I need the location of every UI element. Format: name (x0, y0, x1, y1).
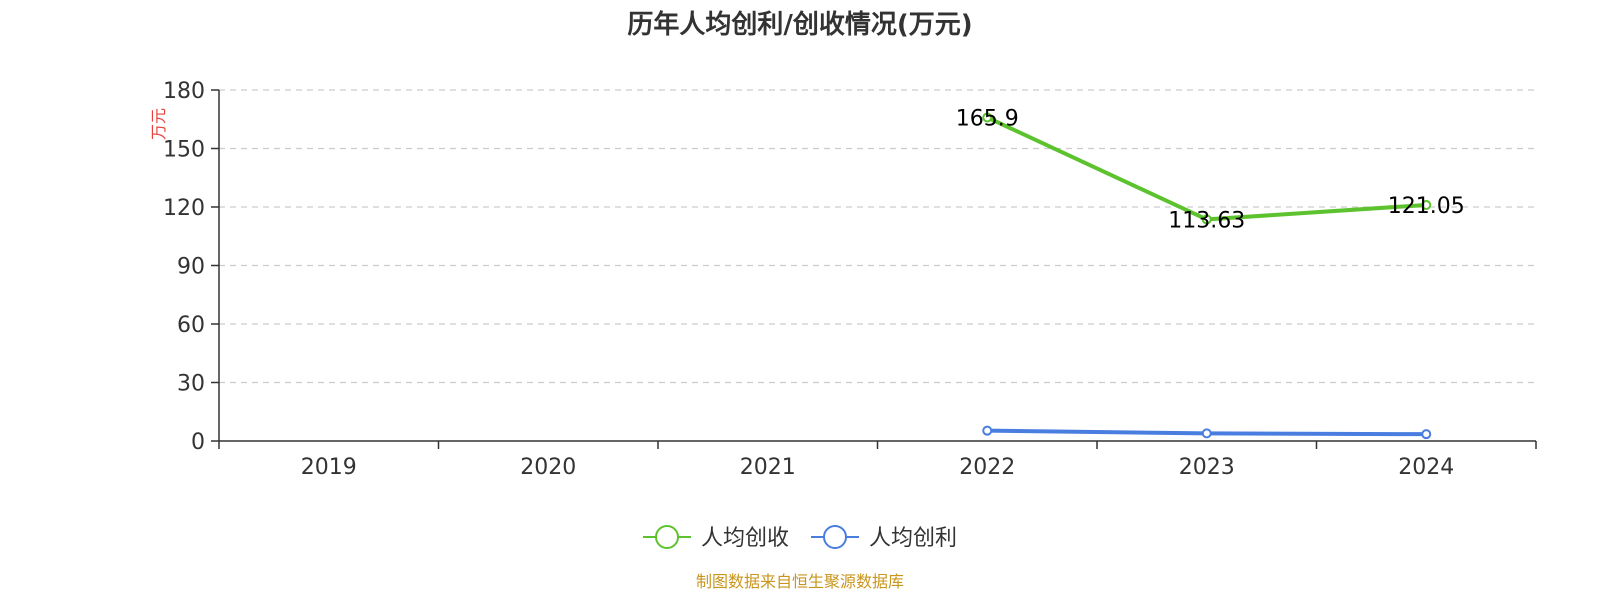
legend-circle-icon (655, 525, 679, 549)
data-point-0-2022 (982, 112, 993, 123)
data-point-1-2022 (982, 425, 993, 436)
y-axis-unit-label: 万元 (149, 108, 168, 140)
x-tick-label-2022: 2022 (959, 455, 1015, 480)
data-point-0-2023 (1201, 214, 1212, 225)
data-labels: 165.9 113.63 121.05 (956, 106, 1465, 233)
source-note: 制图数据来自恒生聚源数据库 (695, 572, 904, 591)
chart-title: 历年人均创利/创收情况(万元) (627, 10, 973, 40)
x-tick-label-2021: 2021 (740, 455, 796, 480)
x-tick-label-2020: 2020 (520, 455, 576, 480)
axes: 0 30 60 90 120 150 180 2019 2020 2021 2022 2023 2024… (149, 79, 1537, 480)
legend-label: 人均创利 (869, 526, 957, 551)
data-label-0-2022: 165.9 (956, 106, 1019, 131)
x-tick-label-2024: 2024 (1398, 455, 1454, 480)
y-tick-label: 0 (191, 430, 205, 455)
legend[interactable]: 人均创收 人均创利 (643, 525, 957, 551)
legend-item-1[interactable]: 人均创利 (811, 525, 957, 551)
legend-item-0[interactable]: 人均创收 (643, 525, 789, 551)
x-tick-label-2023: 2023 (1179, 455, 1235, 480)
data-label-0-2024: 121.05 (1388, 194, 1465, 219)
data-label-0-2023: 113.63 (1168, 208, 1245, 233)
y-tick-label: 30 (177, 372, 205, 397)
y-tick-label: 90 (177, 255, 205, 280)
y-tick-label: 150 (163, 138, 205, 163)
data-point-1-2023 (1201, 428, 1212, 439)
grid-lines (219, 89, 1536, 384)
series-line-0 (986, 115, 1427, 222)
data-point-1-2024 (1421, 429, 1432, 440)
series-lines (982, 112, 1432, 440)
legend-circle-icon (823, 525, 847, 549)
y-tick-label: 60 (177, 313, 205, 338)
y-tick-label: 120 (163, 196, 205, 221)
x-tick-label-2019: 2019 (301, 455, 357, 480)
data-point-0-2024 (1421, 199, 1432, 210)
legend-label: 人均创收 (701, 526, 789, 551)
y-tick-label: 180 (163, 79, 205, 104)
